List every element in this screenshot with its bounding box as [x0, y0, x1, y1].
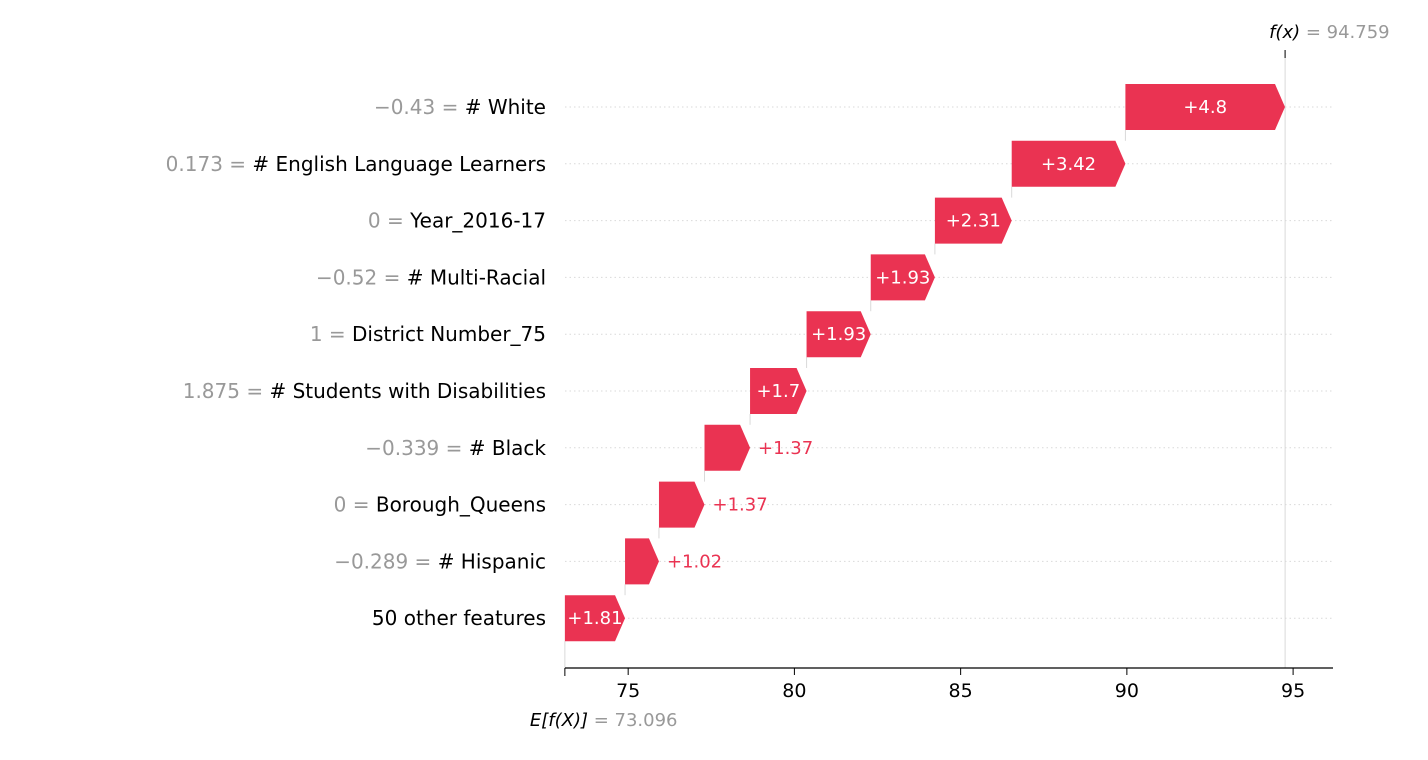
ex-value: = 73.096: [588, 710, 678, 731]
bar-value-label: +3.42: [1041, 154, 1096, 175]
x-tick-label: 90: [1115, 680, 1139, 702]
feature-label: 1.875 = # Students with Disabilities: [183, 379, 546, 403]
feature-label: −0.289 = # Hispanic: [334, 549, 546, 573]
bar-value-label: +1.93: [875, 267, 930, 288]
feature-name: # Multi-Racial: [407, 265, 546, 289]
feature-value: 0 =: [334, 493, 376, 517]
feature-value: −0.52 =: [316, 265, 407, 289]
x-tick-label: 85: [949, 680, 973, 702]
feature-name: # Hispanic: [438, 549, 546, 573]
bar-value-label: +1.93: [811, 324, 866, 345]
x-tick-label: 75: [616, 680, 640, 702]
feature-name: Year_2016-17: [409, 209, 546, 233]
bar-value-label: +1.81: [567, 608, 622, 629]
bar-positive: [806, 311, 871, 358]
feature-name: # White: [465, 95, 546, 119]
bar-positive: [934, 197, 1012, 244]
x-axis: 75 80 85 90 95: [564, 667, 1333, 702]
ex-symbol: E[f(X)]: [530, 710, 588, 731]
bar-value-label: +1.37: [758, 438, 813, 459]
value-annotations: f(x) = 94.759 E[f(X)] = 73.096: [530, 22, 1390, 731]
feature-name: # English Language Learners: [252, 152, 546, 176]
bar-value-label: +1.7: [756, 381, 800, 402]
fx-value: = 94.759: [1300, 22, 1390, 43]
feature-label: 0 = Borough_Queens: [334, 493, 546, 517]
feature-name: Borough_Queens: [376, 493, 546, 517]
feature-name: # Students with Disabilities: [269, 379, 546, 403]
bar-positive: [1011, 140, 1126, 187]
feature-label: −0.43 = # White: [374, 95, 546, 119]
x-tick-label: 95: [1281, 680, 1305, 702]
feature-label: −0.52 = # Multi-Racial: [316, 265, 546, 289]
feature-value: 0 =: [368, 209, 410, 233]
feature-value: 1.875 =: [183, 379, 270, 403]
feature-label: 0.173 = # English Language Learners: [166, 152, 546, 176]
bar-positive: [870, 254, 935, 301]
feature-value: −0.43 =: [374, 95, 465, 119]
bar-positive: [704, 424, 751, 471]
feature-labels: −0.43 = # White 0.173 = # English Languag…: [166, 95, 547, 630]
feature-value: −0.339 =: [365, 436, 469, 460]
feature-value: −0.289 =: [334, 549, 438, 573]
bar-positive: [564, 595, 626, 642]
base-value-annotation: E[f(X)] = 73.096: [530, 710, 678, 731]
feature-value: 0.173 =: [166, 152, 253, 176]
bars-layer: +4.8 +3.42 +2.31 +1.93 +1.93 +1.7 +1.37 +1.37 +1…: [564, 84, 1285, 642]
bar-value-label: +4.8: [1183, 97, 1227, 118]
feature-label: −0.339 = # Black: [365, 436, 546, 460]
grid-layer: [564, 50, 1333, 668]
feature-name: District Number_75: [352, 322, 546, 346]
feature-name: # Black: [469, 436, 547, 460]
final-value-annotation: f(x) = 94.759: [1269, 22, 1390, 43]
feature-label: 50 other features: [372, 606, 546, 630]
bar-positive: [625, 538, 659, 585]
x-tick-label: 80: [782, 680, 806, 702]
feature-name: 50 other features: [372, 606, 546, 630]
bar-positive: [1125, 84, 1285, 130]
feature-label: 1 = District Number_75: [310, 322, 546, 346]
bar-value-label: +2.31: [946, 211, 1001, 232]
bar-positive: [658, 481, 705, 528]
bar-value-label: +1.37: [713, 495, 768, 516]
bar-value-label: +1.02: [667, 551, 722, 572]
fx-symbol: f(x): [1269, 22, 1300, 43]
feature-value: 1 =: [310, 322, 352, 346]
bar-positive: [750, 368, 807, 414]
feature-label: 0 = Year_2016-17: [368, 209, 546, 233]
